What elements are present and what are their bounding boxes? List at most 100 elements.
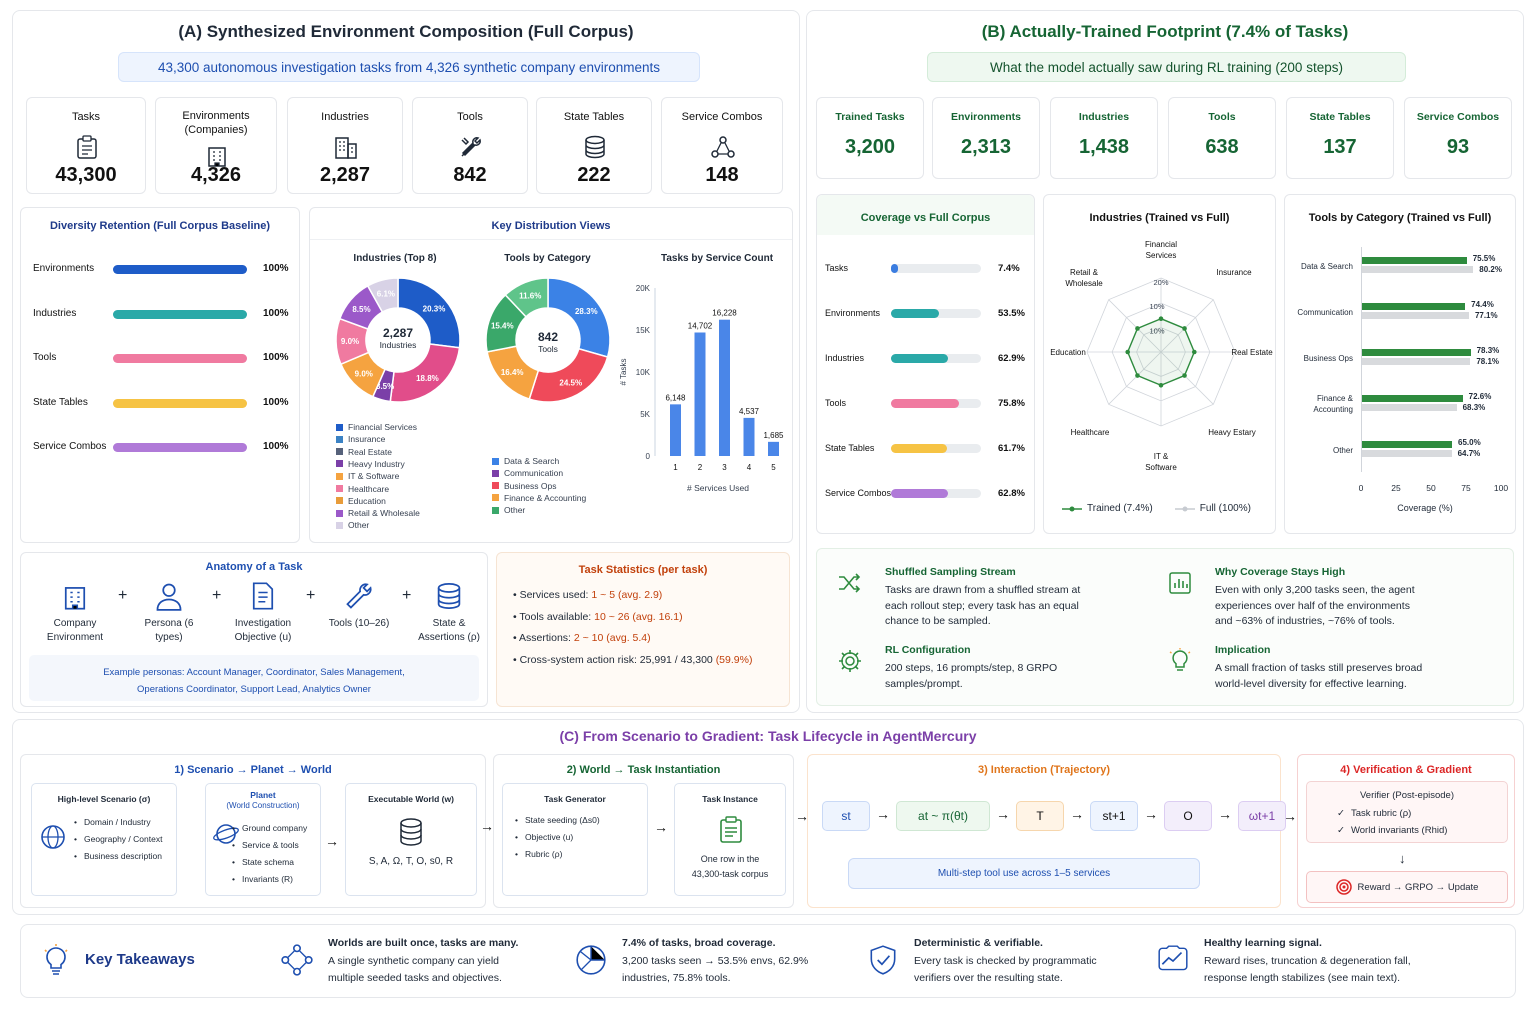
anatomy-part-label: Investigation Objective (u) xyxy=(234,618,292,643)
tools-x-tick: 100 xyxy=(1493,483,1509,493)
legend-label: Heavy Industry xyxy=(348,458,405,469)
database-icon xyxy=(400,818,422,846)
pie-icon xyxy=(576,945,606,975)
trained-stat-card: State Tables 137 xyxy=(1286,97,1394,179)
task-stat-label: Cross-system action risk: 25,991 / 43,30… xyxy=(519,653,716,666)
legend-swatch xyxy=(336,521,343,529)
stat-label: Industries xyxy=(321,111,369,123)
lifecycle-scenario-card: 1) Scenario → Planet → World High-level … xyxy=(20,754,486,908)
legend-label: Healthcare xyxy=(348,483,390,494)
legend-swatch xyxy=(336,485,343,492)
task-generator-title: Task Generator xyxy=(544,794,606,804)
verifier-title: Verifier (Post-episode) xyxy=(1360,790,1454,801)
coverage-pct: 61.7% xyxy=(998,443,1025,454)
radar-point xyxy=(1182,373,1187,378)
trajectory-state: T xyxy=(1016,801,1064,831)
stat-value: 43,300 xyxy=(55,164,117,186)
legend-label: Communication xyxy=(504,468,564,479)
donut-slice-label: 3.5% xyxy=(376,382,394,391)
trained-stat-card: Trained Tasks 3,200 xyxy=(816,97,924,179)
donut-slice-label: 9.0% xyxy=(341,337,359,346)
tools-trained-bar xyxy=(1361,257,1467,264)
legend-swatch xyxy=(492,482,499,490)
takeaway-title: Deterministic & verifiable. xyxy=(914,937,1043,949)
service-bar xyxy=(743,417,755,456)
trained-stat-label: Trained Tasks xyxy=(835,111,905,123)
legend-swatch xyxy=(336,460,343,468)
radar-point xyxy=(1192,349,1197,355)
list-item: Invariants (R) xyxy=(232,871,307,888)
bar-value-label: 6,148 xyxy=(665,393,686,402)
legend-label: Business Ops xyxy=(504,480,557,491)
note-body: A small fraction of tasks still preserve… xyxy=(1215,662,1423,690)
trained-stat-value: 3,200 xyxy=(844,136,896,158)
document-icon xyxy=(252,582,274,610)
task-stat-value: 1 ~ 5 (avg. 2.9) xyxy=(591,589,663,601)
network-icon xyxy=(711,136,735,158)
takeaways-panel xyxy=(20,924,1516,998)
tools-icon xyxy=(461,137,481,157)
stat-value: 4,326 xyxy=(190,164,242,186)
legend-swatch xyxy=(336,509,343,517)
trained-stat-value: 2,313 xyxy=(960,136,1012,158)
note-body: 200 steps, 16 prompts/step, 8 GRPO sampl… xyxy=(885,662,1058,690)
interaction-footer: Multi-step tool use across 1–5 services xyxy=(848,858,1200,889)
takeaway-body: 3,200 tasks seen → 53.5% envs, 62.9% ind… xyxy=(622,955,809,984)
coverage-bar xyxy=(891,354,948,363)
personas-box: Example personas: Account Manager, Coord… xyxy=(29,655,479,701)
takeaway-title: Worlds are built once, tasks are many. xyxy=(328,937,519,949)
plus-sign: + xyxy=(118,587,128,604)
arrow-icon: → xyxy=(876,806,890,822)
stat-value: 148 xyxy=(705,164,739,186)
tools-full-bar xyxy=(1361,266,1474,273)
coverage-label: Tasks xyxy=(825,263,849,273)
task-generator-items: State seeding (Δs0)Objective (u)Rubric (… xyxy=(515,812,600,863)
lifecycle-interaction-card: 3) Interaction (Trajectory) st → at ~ π(θt… xyxy=(807,754,1286,908)
tools-donut-title: Tools by Category xyxy=(504,253,591,264)
donut-slice-label: 15.4% xyxy=(491,321,514,330)
legend-item: IT & Software xyxy=(336,471,399,481)
stat-label: Tools xyxy=(457,111,483,123)
donut-slice xyxy=(397,277,461,349)
tools-full-bar xyxy=(1361,312,1469,319)
task-stat-item: • Cross-system action risk: 25,991 / 43,… xyxy=(513,653,753,666)
legend-swatch xyxy=(336,448,343,456)
radar-legend: Trained (7.4%) Full (100%) xyxy=(1062,503,1251,514)
world-formula: S, A, Ω, T, O, s0, R xyxy=(368,856,454,867)
lifecycle-verification-card: 4) Verification & Gradient Verifier (Pos… xyxy=(1297,754,1515,908)
coverage-pct: 7.4% xyxy=(998,263,1020,274)
legend-label: Real Estate xyxy=(348,446,392,457)
stat-card-service-combos: Service Combos 148 xyxy=(661,97,783,194)
bar-value-label: 14,702 xyxy=(688,322,713,331)
stat-card-industries: Industries 2,287 xyxy=(287,97,403,194)
coverage-bar-track xyxy=(891,264,981,273)
anatomy-card: Anatomy of a Task Company Environment + Pe… xyxy=(20,552,488,707)
verifier-box: Verifier (Post-episode) ✓ Task rubric (ρ)… xyxy=(1306,781,1508,843)
retention-pct: 100% xyxy=(263,263,289,274)
tools-trained-bar xyxy=(1361,349,1471,356)
trained-stat-card: Industries 1,438 xyxy=(1050,97,1158,179)
industries-donut: 20.3%18.8%3.5%9.0%9.0%8.5%6.1% xyxy=(335,277,461,403)
note-body: Tasks are drawn from a shuffled stream a… xyxy=(885,584,1081,627)
bar-chart-icon xyxy=(1169,572,1191,594)
x-tick-label: 2 xyxy=(698,463,703,472)
industries-center-value: 2,287 xyxy=(382,326,414,340)
tools-trained-bar xyxy=(1361,441,1452,448)
retention-label: Environments xyxy=(33,263,95,274)
verifier-check: ✓ World invariants (Rhid) xyxy=(1337,825,1447,836)
task-stat-item: • Tools available: 10 ~ 26 (avg. 16.1) xyxy=(513,610,683,623)
tools-trained-label: 74.4% xyxy=(1471,300,1494,309)
radar-axis-label: Healthcare xyxy=(1071,428,1110,437)
radar-point xyxy=(1135,326,1140,331)
coverage-bar xyxy=(891,309,940,318)
tools-category-label: Business Ops xyxy=(1303,354,1353,363)
service-bars-title: Tasks by Service Count xyxy=(660,253,774,264)
scenario-title: High-level Scenario (σ) xyxy=(57,794,151,804)
trajectory-state: ωt+1 xyxy=(1238,801,1286,831)
task-stats-title: Task Statistics (per task) xyxy=(578,564,708,576)
retention-label: Tools xyxy=(33,352,57,363)
clipboard-icon xyxy=(77,135,97,159)
stat-label: State Tables xyxy=(563,111,625,123)
tools-trained-bar xyxy=(1361,303,1466,310)
